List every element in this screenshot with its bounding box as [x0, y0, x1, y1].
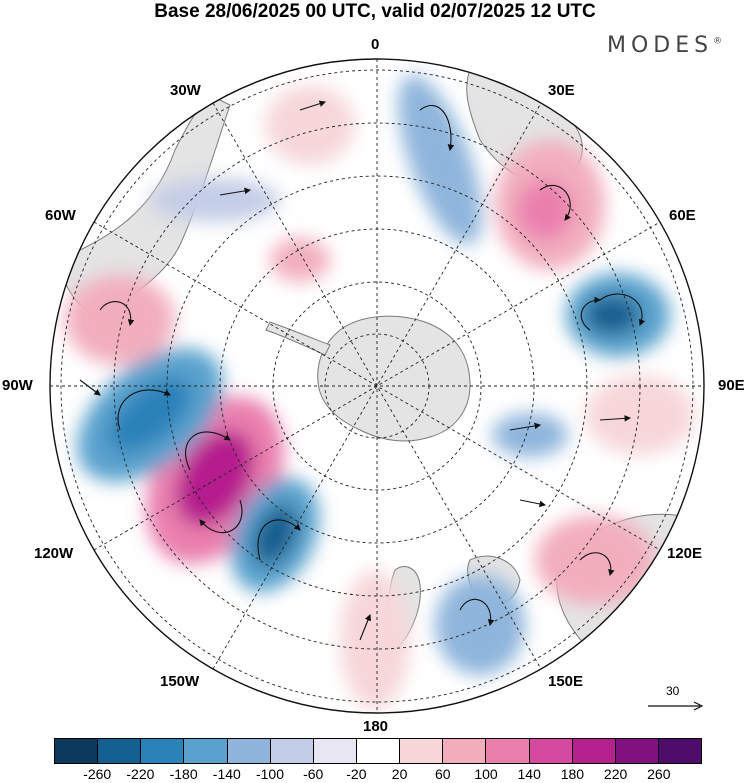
anomaly-neg-100e	[492, 413, 568, 457]
colorbar-swatch	[657, 739, 702, 763]
anomaly-pos-120w-core	[175, 429, 255, 527]
wind-vector	[539, 184, 571, 221]
wind-vector	[599, 415, 632, 422]
map-boundary	[49, 58, 705, 714]
wind-vector	[359, 613, 372, 641]
anomaly-pos-45w	[270, 238, 330, 282]
wind-vector	[199, 499, 243, 533]
anomaly-pos-90e	[585, 375, 695, 455]
wind-vector	[509, 422, 542, 431]
anomaly-pos-180	[340, 570, 410, 710]
wind-vector	[219, 187, 252, 196]
chart-title: Base 28/06/2025 00 UTC, valid 02/07/2025…	[154, 1, 596, 22]
lon-label-60w: 60W	[45, 207, 76, 224]
anomaly-neg-140w-core	[252, 504, 298, 566]
wind-vector	[419, 104, 455, 152]
colorbar-tick-label: -140	[212, 766, 241, 782]
colorbar-swatch	[55, 739, 98, 763]
wind-vector	[185, 431, 231, 471]
colorbar-swatch	[399, 739, 443, 763]
colorbar-tick-label: -180	[169, 766, 198, 782]
lon-label-120w: 120W	[34, 545, 74, 562]
colorbar-tick-label: 20	[391, 766, 408, 782]
wind-vectors	[79, 100, 646, 641]
colorbar-tick-label: -220	[126, 766, 155, 782]
colorbar-tick-label: 220	[603, 766, 628, 782]
anomaly-neg-100w-core	[108, 377, 192, 453]
colorbar-swatch	[485, 739, 529, 763]
colorbar-tick-label: 260	[647, 766, 671, 782]
anomaly-neg-70e-core	[584, 295, 640, 335]
wind-vector	[580, 296, 602, 331]
wind-vector	[117, 389, 171, 431]
lon-label-90w: 90W	[2, 377, 33, 394]
colorbar-swatch	[355, 739, 400, 763]
lon-label-180: 180	[363, 718, 389, 735]
colorbar-swatch	[269, 739, 313, 763]
wind-vector	[459, 598, 495, 627]
wind-vector	[99, 301, 135, 327]
colorbar-tick-label: 140	[517, 766, 541, 782]
lon-label-30e: 30E	[548, 82, 575, 99]
colorbar-tick-label: -260	[83, 766, 112, 782]
colorbar	[54, 738, 702, 764]
colorbar-tick-label: -100	[255, 766, 285, 782]
colorbar-swatch	[442, 739, 486, 763]
wind-vector	[599, 293, 646, 327]
wind-vector	[579, 552, 615, 577]
lon-label-120e: 120E	[667, 545, 703, 562]
colorbar-swatch	[571, 739, 615, 763]
anomaly-neg-140e	[435, 575, 525, 675]
wind-vector	[519, 499, 547, 508]
graticule	[50, 59, 704, 713]
colorbar-swatch	[226, 739, 270, 763]
lon-label-150w: 150W	[160, 673, 200, 690]
colorbar-swatch	[140, 739, 184, 763]
anomaly-pos-30w	[265, 85, 355, 165]
colorbar-swatch	[312, 739, 356, 763]
lon-label-60e: 60E	[669, 207, 696, 224]
reference-arrow-icon	[648, 701, 704, 711]
anomaly-pos-40e-core	[517, 180, 573, 240]
lon-label-150e: 150E	[548, 673, 584, 690]
colorbar-tick-label: 60	[435, 766, 451, 782]
colorbar-tick-label: -20	[346, 766, 367, 782]
lon-label-0: 0	[371, 36, 380, 53]
colorbar-tick-label: -60	[303, 766, 324, 782]
colorbar-swatch	[97, 739, 141, 763]
antarctica	[317, 315, 471, 442]
reference-vector-label: 30	[666, 684, 680, 698]
reference-vector: 30	[646, 684, 706, 714]
colorbar-ticks: -260 -220 -180 -140 -100 -60 -20 20 60 100 140 180 2…	[54, 766, 702, 783]
wind-vector	[299, 100, 327, 111]
colorbar-tick-label: 100	[474, 766, 498, 782]
anomaly-pos-110e	[535, 515, 655, 605]
anomaly-neg-50w	[150, 178, 280, 222]
colorbar-swatch	[614, 739, 658, 763]
wind-vector	[79, 379, 101, 396]
anomaly-pos-75w	[65, 275, 175, 365]
wind-vector	[257, 519, 301, 561]
colorbar-swatch	[183, 739, 227, 763]
anomaly-neg-15e	[398, 74, 482, 246]
lon-label-30w: 30W	[170, 82, 201, 99]
colorbar-swatch	[528, 739, 572, 763]
lon-label-90e: 90E	[718, 377, 745, 394]
colorbar-tick-label: 180	[560, 766, 585, 782]
brand-logo: MODES®	[607, 33, 723, 58]
